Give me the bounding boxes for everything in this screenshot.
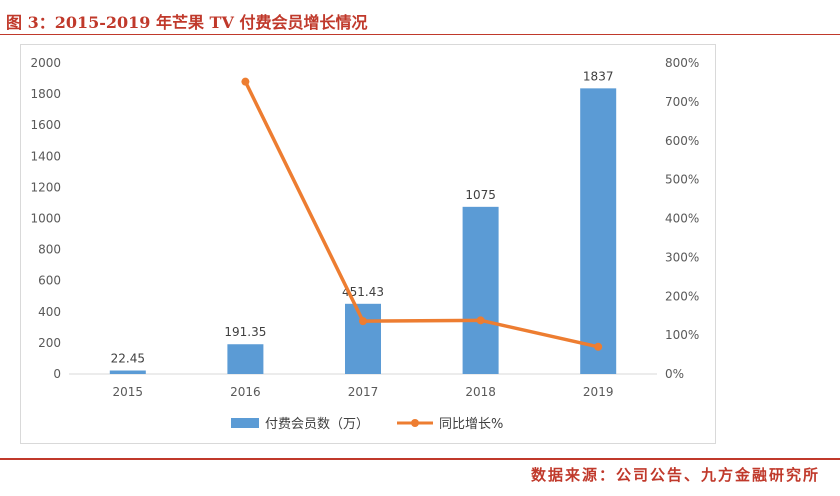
top-rule [0,34,840,35]
growth-point [359,317,367,326]
x-tick-label: 2018 [465,385,496,399]
growth-point [594,342,603,351]
bar [345,303,381,374]
legend-swatch-bar [231,418,259,428]
bar-data-label: 1075 [465,188,496,202]
x-tick-label: 2015 [113,385,144,399]
growth-line [243,80,599,349]
y-left-tick-label: 0 [53,367,61,381]
x-tick-label: 2017 [348,385,379,399]
y-right-tick-label: 0% [665,367,684,381]
legend-label-line: 同比增长% [439,417,503,432]
y-left-tick-label: 200 [38,336,61,350]
growth-point [476,316,485,325]
legend-swatch-line-marker [411,419,419,427]
bar-data-label: 22.45 [111,352,145,366]
y-right-tick-label: 700% [665,95,699,109]
y-right-tick-label: 200% [665,289,699,303]
bar [580,88,617,374]
y-left-tick-label: 600 [38,274,61,288]
bar [227,344,264,374]
x-tick-label: 2019 [583,385,614,399]
y-left-tick-label: 1000 [30,212,61,226]
y-right-tick-label: 800% [665,56,699,70]
chart-frame: 0 200 400 600 800 1000 1200 1400 1600 1800 2000 0% 1… [20,44,716,444]
y-left-tick-label: 2000 [30,56,61,70]
chart: 0 200 400 600 800 1000 1200 1400 1600 1800 2000 0% 1… [30,56,699,432]
y-left-tick-label: 1600 [30,118,61,132]
y-left-tick-label: 1400 [30,149,61,163]
bar-data-label: 1837 [583,69,614,83]
y-left-tick-label: 1800 [30,87,61,101]
y-right-tick-label: 100% [665,328,699,342]
growth-point [241,77,250,86]
x-tick-label: 2016 [230,385,261,399]
bar-data-label: 191.35 [224,325,266,339]
y-right-tick-label: 500% [665,173,699,187]
bar [109,370,146,374]
legend-label-bar: 付费会员数（万） [265,417,369,432]
bar [462,206,499,374]
bottom-rule [0,458,840,460]
bar-data-label: 451.43 [342,285,384,299]
y-left-tick-label: 1200 [30,180,61,194]
y-right-tick-label: 400% [665,212,699,226]
y-right-tick-label: 300% [665,250,699,264]
source-note: 数据来源：公司公告、九方金融研究所 [530,466,820,484]
figure-title: 图 3：2015-2019 年芒果 TV 付费会员增长情况 [6,13,368,32]
y-right-tick-label: 600% [665,134,699,148]
y-left-tick-label: 800 [38,243,61,257]
y-left-tick-label: 400 [38,305,61,319]
